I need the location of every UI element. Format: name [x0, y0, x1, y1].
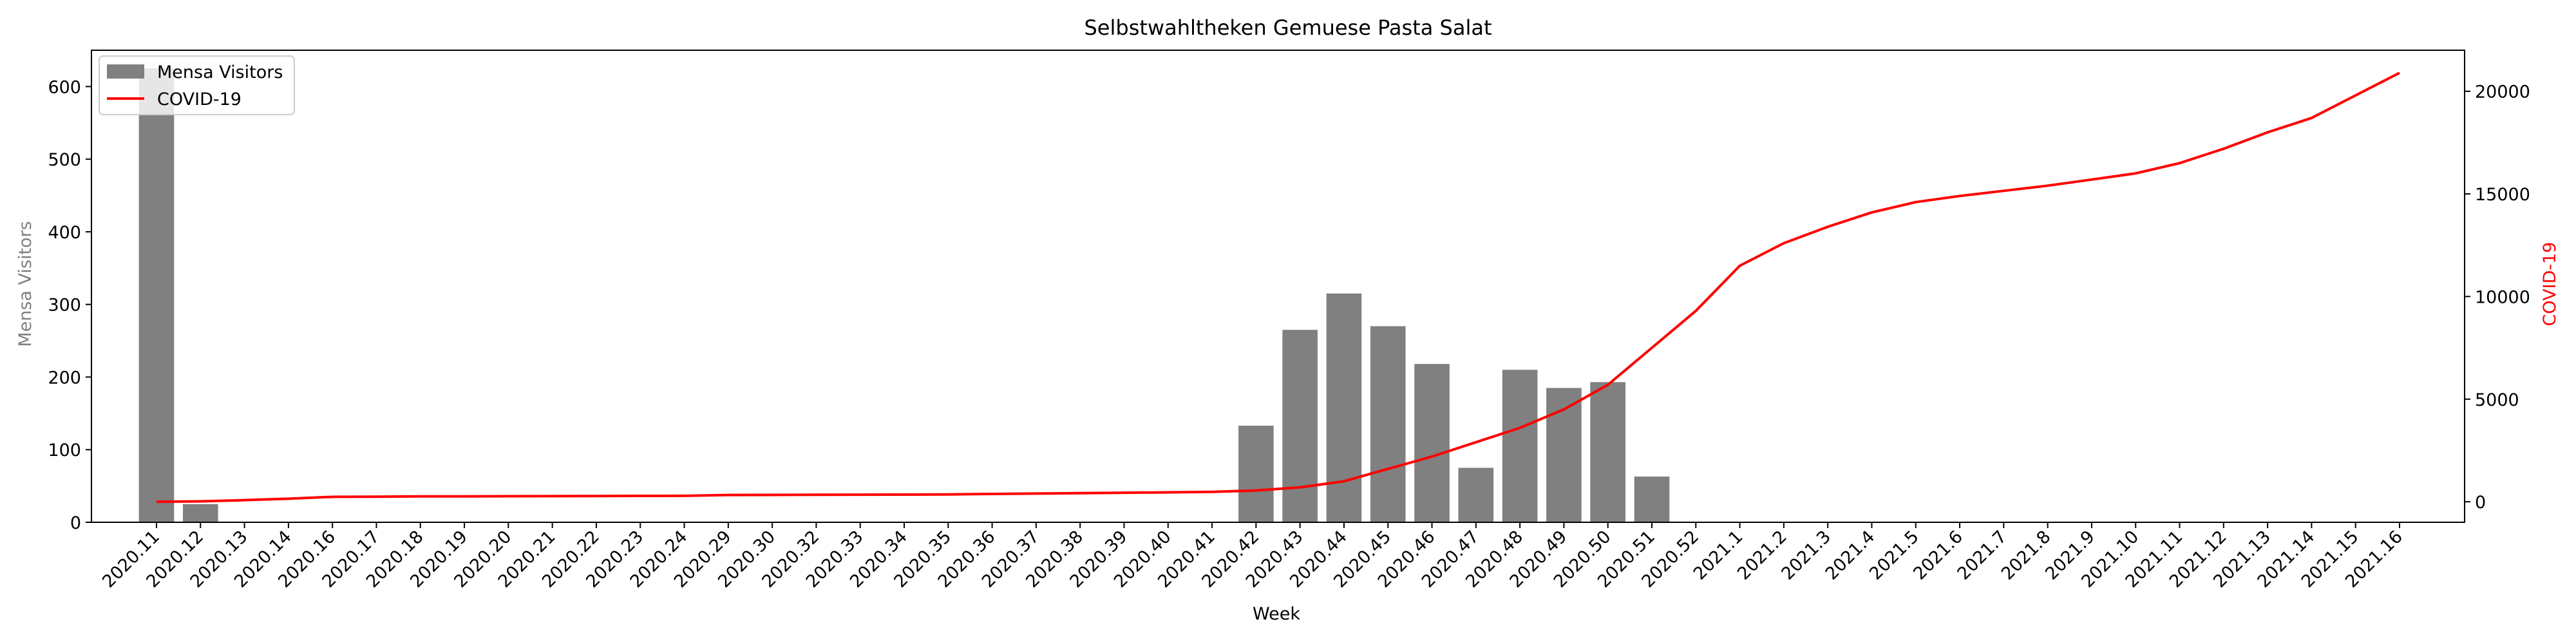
y-right-tick-label: 0 — [2475, 493, 2486, 513]
axes-layer — [91, 50, 2465, 523]
y-left-tick-label: 200 — [48, 368, 81, 388]
x-tick-label: 2021.4 — [1822, 527, 1879, 584]
x-tick-label: 2021.3 — [1777, 527, 1835, 584]
bar-2020.47 — [1458, 468, 1494, 522]
bar-2020.45 — [1370, 326, 1406, 522]
y-right-tick-label: 10000 — [2475, 287, 2530, 307]
x-tick-label: 2021.7 — [1954, 527, 2011, 584]
x-tick-label: 2021.6 — [1909, 527, 1967, 584]
x-tick-labels: 2020.112020.122020.132020.142020.162020.… — [99, 522, 2407, 592]
legend-label-mensa-visitors: Mensa Visitors — [157, 62, 283, 82]
y-left-axis-label: Mensa Visitors — [15, 221, 35, 346]
y-left-tick-label: 300 — [48, 296, 81, 316]
bar-2020.50 — [1590, 382, 1626, 522]
bar-2020.44 — [1326, 293, 1362, 522]
y-right-tick-labels: 0 5000 10000 15000 20000 — [2465, 82, 2530, 513]
y-left-tick-label: 400 — [48, 223, 81, 243]
x-axis-label: Week — [1253, 604, 1300, 624]
y-right-axis-label: COVID-19 — [2540, 242, 2560, 327]
y-left-tick-label: 0 — [70, 513, 81, 533]
bar-2020.48 — [1502, 370, 1538, 522]
bar-2020.12 — [182, 504, 218, 522]
plot-frame — [91, 50, 2465, 523]
x-tick-label: 2021.2 — [1734, 527, 1791, 584]
bar-2020.11 — [138, 68, 175, 522]
bar-2020.42 — [1238, 426, 1274, 522]
legend: Mensa Visitors COVID-19 — [99, 55, 295, 115]
chart-title: Selbstwahltheken Gemuese Pasta Salat — [1084, 15, 1492, 40]
bar-2020.43 — [1282, 330, 1318, 522]
bars-layer — [138, 68, 1670, 522]
y-right-tick-label: 20000 — [2475, 82, 2530, 102]
line-layer — [156, 71, 2400, 504]
x-tick-label: 2021.5 — [1866, 527, 1923, 584]
y-left-tick-label: 100 — [48, 440, 81, 460]
legend-label-covid: COVID-19 — [157, 90, 242, 109]
y-right-tick-label: 15000 — [2475, 185, 2530, 205]
bar-2020.51 — [1634, 476, 1670, 522]
x-tick-label: 2021.8 — [1998, 527, 2055, 584]
y-left-tick-labels: 0 100 200 300 400 500 600 — [48, 77, 91, 533]
y-left-tick-label: 600 — [48, 77, 81, 97]
bar-2020.46 — [1414, 364, 1450, 522]
y-left-tick-label: 500 — [48, 150, 81, 170]
x-tick-label: 2021.1 — [1690, 527, 1747, 584]
y-right-tick-label: 5000 — [2475, 390, 2519, 410]
covid-line — [156, 71, 2400, 504]
legend-frame — [99, 55, 295, 115]
legend-swatch-bar — [107, 64, 144, 79]
